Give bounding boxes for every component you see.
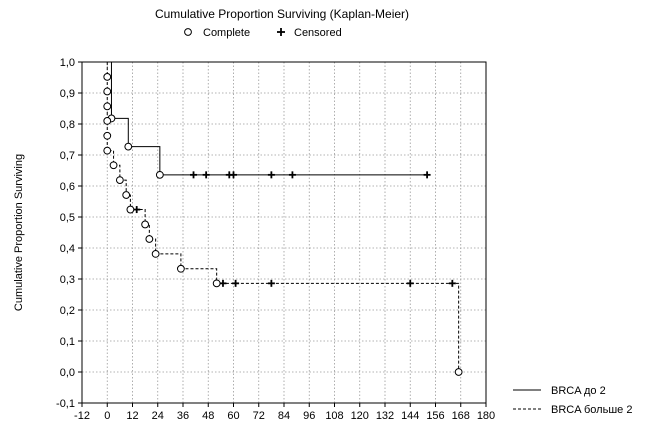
censored-marker bbox=[202, 171, 210, 179]
complete-marker bbox=[103, 117, 112, 125]
complete-marker bbox=[124, 142, 133, 151]
x-tick-label: 168 bbox=[452, 410, 470, 422]
complete-marker bbox=[109, 161, 118, 170]
x-tick-label: 156 bbox=[426, 410, 444, 422]
x-tick-label: 72 bbox=[253, 410, 265, 422]
x-tick-label: 0 bbox=[104, 410, 110, 422]
censored-marker bbox=[230, 171, 237, 179]
top-legend-complete-marker bbox=[184, 28, 192, 36]
complete-marker bbox=[126, 205, 135, 214]
top-legend-complete-label: Complete bbox=[203, 27, 250, 39]
censored-marker bbox=[219, 279, 227, 287]
y-tick-label: 0,6 bbox=[60, 181, 75, 193]
complete-marker bbox=[122, 191, 131, 199]
censored-marker bbox=[288, 171, 296, 179]
x-tick-labels: -12 0 12 24 36 48 60 72 84 96 108 120 132 144 156 168 18… bbox=[74, 410, 495, 422]
complete-marker bbox=[151, 249, 160, 258]
complete-marker bbox=[145, 235, 154, 243]
x-tick-label: 120 bbox=[351, 410, 369, 422]
x-tick-label: 36 bbox=[177, 410, 189, 422]
complete-marker bbox=[103, 72, 112, 81]
complete-marker bbox=[176, 264, 185, 273]
plot-frame bbox=[81, 61, 487, 404]
chart-title: Cumulative Proportion Surviving (Kaplan-… bbox=[155, 7, 409, 21]
x-tick-label: 24 bbox=[152, 410, 164, 422]
grid bbox=[78, 61, 487, 407]
complete-marker bbox=[212, 279, 221, 288]
y-tick-label: 0,7 bbox=[60, 150, 75, 162]
y-tick-label: 0,3 bbox=[60, 274, 75, 286]
series-line-2 bbox=[106, 62, 460, 372]
censored-marker bbox=[267, 279, 275, 287]
x-tick-label: 96 bbox=[303, 410, 315, 422]
x-tick-label: 12 bbox=[126, 410, 138, 422]
x-tick-label: 48 bbox=[202, 410, 214, 422]
top-legend-censored-marker bbox=[277, 28, 285, 36]
series-line-1 bbox=[107, 61, 428, 176]
x-tick-label: 132 bbox=[376, 410, 394, 422]
y-tick-label: 0,1 bbox=[60, 336, 75, 348]
y-tick-label: 0,2 bbox=[60, 305, 75, 317]
censored-marker bbox=[448, 279, 456, 287]
x-tick-label: 144 bbox=[401, 410, 419, 422]
complete-marker bbox=[103, 146, 112, 155]
y-tick-label: 1,0 bbox=[60, 57, 75, 69]
complete-marker bbox=[155, 170, 164, 179]
y-axis-label: Cumulative Proportion Surviving bbox=[13, 154, 25, 311]
censored-marker bbox=[133, 206, 141, 214]
x-tick-label: 180 bbox=[477, 410, 495, 422]
series-legend-label-2: BRCA больше 2 bbox=[551, 404, 632, 416]
y-tick-labels: -0,1 0,0 0,1 0,2 0,3 0,4 0,5 0,6 0,7 0,8 0,9 1,0 bbox=[56, 57, 75, 410]
censored-marker bbox=[267, 171, 275, 179]
complete-marker bbox=[103, 102, 112, 111]
y-tick-label: 0,8 bbox=[60, 119, 75, 131]
series-legend-label-1: BRCA до 2 bbox=[551, 385, 606, 397]
x-tick-label: 84 bbox=[278, 410, 290, 422]
y-tick-label: 0,5 bbox=[60, 212, 75, 224]
top-legend-censored-label: Censored bbox=[294, 27, 342, 39]
complete-marker bbox=[115, 176, 124, 185]
top-legend: Complete Censored bbox=[184, 27, 342, 39]
x-tick-label: -12 bbox=[74, 410, 90, 422]
x-tick-label: 60 bbox=[227, 410, 239, 422]
x-tick-label: 108 bbox=[325, 410, 343, 422]
complete-marker bbox=[103, 131, 112, 140]
complete-marker bbox=[454, 368, 463, 376]
censored-marker bbox=[190, 171, 198, 179]
censored-marker bbox=[232, 279, 240, 287]
complete-marker bbox=[141, 220, 150, 229]
censored-marker bbox=[406, 279, 414, 287]
y-tick-label: -0,1 bbox=[56, 398, 75, 410]
complete-marker bbox=[103, 87, 112, 96]
censored-marker bbox=[423, 171, 431, 179]
y-tick-label: 0,4 bbox=[60, 243, 75, 255]
series-legend: BRCA до 2 BRCA больше 2 bbox=[513, 385, 632, 416]
y-tick-label: 0,0 bbox=[60, 367, 75, 379]
series-group bbox=[103, 61, 463, 376]
y-tick-label: 0,9 bbox=[60, 88, 75, 100]
